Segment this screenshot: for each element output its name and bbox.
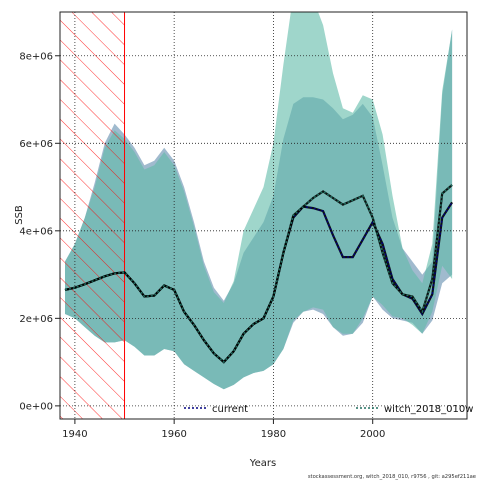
y-tick-label: 6e+06 [19,139,53,150]
footnote: stockassessment.org, witch_2018_010, r97… [308,474,476,480]
x-tick-label: 1980 [261,429,286,440]
y-axis: 0e+00 2e+06 4e+06 6e+06 8e+06 [19,51,60,412]
y-axis-label: SSB [14,205,25,225]
hatch-region [60,12,126,419]
x-axis: 1940 1960 1980 2000 [62,419,385,440]
plot-frame [59,11,468,420]
x-tick-label: 2000 [360,429,385,440]
legend-label-current: current [212,404,248,415]
y-tick-label: 4e+06 [19,226,53,237]
y-tick-label: 0e+00 [19,401,53,412]
series-line-witch [64,184,453,364]
band-witch [65,12,453,390]
x-tick-label: 1940 [62,429,87,440]
hatched-period [60,12,126,419]
y-tick-label: 8e+06 [19,51,53,62]
confidence-bands [65,12,453,390]
x-tick-label: 1960 [161,429,186,440]
series-lines [64,184,454,364]
y-tick-label: 2e+06 [19,314,53,325]
x-axis-label: Years [249,458,276,469]
legend: current witch_2018_010w [184,404,473,415]
legend-label-witch: witch_2018_010w [384,404,473,415]
grid-lines [60,12,467,419]
